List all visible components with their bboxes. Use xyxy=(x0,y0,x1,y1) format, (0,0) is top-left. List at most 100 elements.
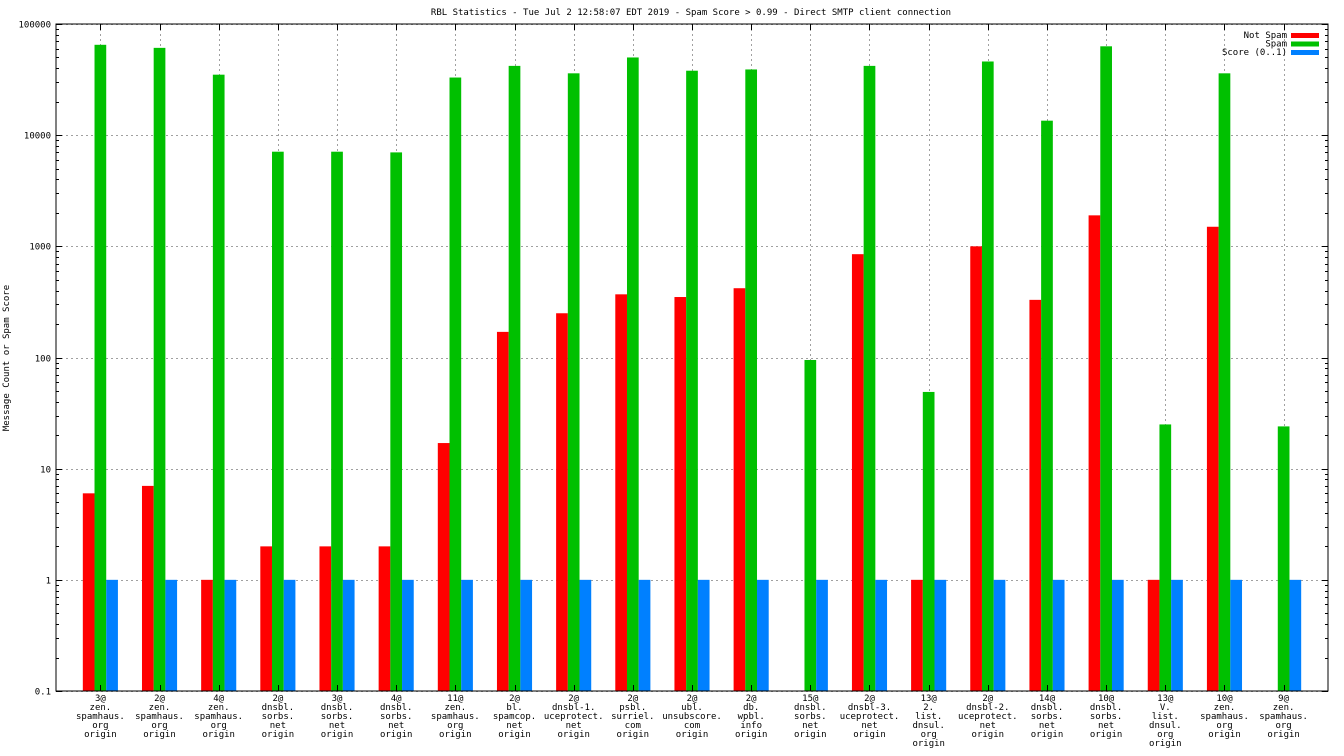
bar-score xyxy=(165,579,178,691)
bar-score xyxy=(402,579,414,691)
x-tick-label: 4@ dnsbl. sorbs. net origin xyxy=(380,694,413,740)
bar-spam xyxy=(1041,120,1053,692)
bar-not-spam xyxy=(260,546,273,691)
bar-not-spam xyxy=(1088,215,1101,691)
bar-score xyxy=(461,579,473,691)
bar-spam xyxy=(686,70,698,691)
x-tick-label: 13@ V. list. dnsul. org origin xyxy=(1149,694,1182,749)
bar-spam xyxy=(922,391,935,691)
bar-not-spam xyxy=(911,579,923,691)
bar-score xyxy=(106,579,118,691)
y-tick-label: 10000 xyxy=(24,132,51,142)
y-tick-label: 0.1 xyxy=(35,688,51,698)
bar-not-spam xyxy=(496,331,509,691)
x-tick-label: 15@ dnsbl. sorbs. net origin xyxy=(794,694,827,740)
x-tick-label: 3@ zen. spamhaus. org origin xyxy=(76,694,125,740)
y-tick-label: 100 xyxy=(35,355,51,365)
bar-score xyxy=(638,579,651,691)
bar-score xyxy=(1230,579,1243,691)
x-tick-label: 2@ psbl. surriel. com origin xyxy=(611,694,654,740)
bar-spam xyxy=(212,74,225,692)
bar-spam xyxy=(449,77,462,691)
legend-swatch-spam xyxy=(1291,41,1319,47)
bar-spam xyxy=(863,65,876,691)
bar-score xyxy=(283,579,296,691)
x-tick-label: 10@ dnsbl. sorbs. net origin xyxy=(1090,694,1123,740)
x-tick-label: 10@ zen. spamhaus. org origin xyxy=(1200,694,1249,740)
bar-spam xyxy=(508,65,521,691)
bar-spam xyxy=(390,152,403,691)
bar-score xyxy=(1289,579,1302,691)
bar-spam xyxy=(94,44,107,692)
bar-not-spam xyxy=(1206,226,1219,691)
bar-spam xyxy=(567,73,580,691)
bar-spam xyxy=(1218,73,1231,691)
x-tick-label: 2@ dnsbl-1. uceprotect. net origin xyxy=(544,694,604,740)
bar-not-spam xyxy=(733,288,746,691)
bar-spam xyxy=(981,61,994,692)
bar-spam xyxy=(153,47,166,692)
x-tick-label: 13@ 2. list. dnsul. org origin xyxy=(912,694,945,749)
y-axis-label: Message Count or Spam Score xyxy=(2,285,12,431)
bar-spam xyxy=(1159,424,1172,691)
bar-spam xyxy=(272,151,284,691)
bar-spam xyxy=(745,69,758,691)
x-tick-label: 4@ zen. spamhaus. org origin xyxy=(194,694,243,740)
x-tick-label: 9@ zen. spamhaus. org origin xyxy=(1259,694,1308,740)
legend-swatch-score xyxy=(1291,50,1319,55)
bar-not-spam xyxy=(437,443,450,691)
bar-score xyxy=(816,579,828,691)
bar-score xyxy=(1111,579,1124,691)
bar-not-spam xyxy=(970,246,982,691)
bar-not-spam xyxy=(201,579,213,691)
x-tick-label: 11@ zen. spamhaus. org origin xyxy=(431,694,480,740)
legend-label: Not Spam xyxy=(1244,31,1287,41)
y-tick-label: 100000 xyxy=(18,21,51,31)
x-tick-label: 3@ dnsbl. sorbs. net origin xyxy=(321,694,354,740)
x-tick-label: 2@ zen. spamhaus. org origin xyxy=(135,694,184,740)
bars xyxy=(82,44,1302,692)
bar-not-spam xyxy=(556,313,568,691)
bar-spam xyxy=(626,57,639,691)
bar-spam xyxy=(1100,46,1112,692)
bar-score xyxy=(1171,579,1183,691)
bar-not-spam xyxy=(615,294,627,691)
bar-not-spam xyxy=(1147,579,1160,691)
y-tick-label: 1 xyxy=(46,577,51,587)
x-tick-label: 2@ bl. spamcop. net origin xyxy=(493,694,536,740)
y-tick-label: 1000 xyxy=(29,243,51,253)
bar-not-spam xyxy=(1029,299,1042,691)
x-tick-label: 2@ dnsbl. sorbs. net origin xyxy=(262,694,295,740)
bar-spam xyxy=(804,359,817,691)
bar-score xyxy=(993,579,1006,691)
bar-score xyxy=(757,579,769,691)
legend-swatch-not-spam xyxy=(1291,33,1319,38)
bar-not-spam xyxy=(851,254,864,691)
x-tick-label: 2@ dnsbl-2. uceprotect. net origin xyxy=(958,694,1018,740)
bar-spam xyxy=(1277,426,1290,691)
bar-score xyxy=(697,579,710,691)
bar-spam xyxy=(331,151,343,691)
x-tick-label: 2@ db. wpbl. info origin xyxy=(735,694,768,740)
bar-score xyxy=(224,579,237,691)
bar-not-spam xyxy=(378,546,391,691)
x-tick-label: 2@ ubl. unsubscore. com origin xyxy=(662,694,722,740)
legend-label: Score (0..1) xyxy=(1222,48,1287,58)
bar-not-spam xyxy=(141,485,154,691)
x-tick-label: 14@ dnsbl. sorbs. net origin xyxy=(1031,694,1064,740)
bar-not-spam xyxy=(674,297,687,691)
chart-title: RBL Statistics - Tue Jul 2 12:58:07 EDT … xyxy=(431,8,951,18)
bar-not-spam xyxy=(82,493,95,691)
x-tick-label: 2@ dnsbl-3. uceprotect. net origin xyxy=(840,694,900,740)
y-axis-ticks: 0.1 1 10 100 1000 10000 100000 xyxy=(18,21,1328,698)
bar-score xyxy=(520,579,533,691)
y-tick-label: 10 xyxy=(40,466,51,476)
bar-score xyxy=(875,579,888,691)
bar-score xyxy=(342,579,355,691)
bar-not-spam xyxy=(319,546,332,691)
legend-label: Spam xyxy=(1265,40,1287,50)
bar-score xyxy=(934,579,947,691)
